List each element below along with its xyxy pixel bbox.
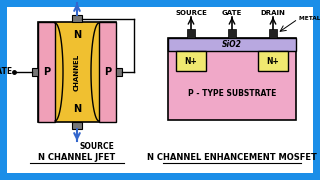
Bar — [32, 68, 38, 76]
Bar — [116, 68, 122, 76]
Text: SiO2: SiO2 — [222, 40, 242, 49]
Text: P: P — [104, 67, 111, 77]
Text: N CHANNEL JFET: N CHANNEL JFET — [38, 154, 116, 163]
Text: SOURCE: SOURCE — [175, 10, 207, 16]
Text: N CHANNEL ENHANCEMENT MOSFET: N CHANNEL ENHANCEMENT MOSFET — [147, 154, 317, 163]
Bar — [72, 15, 82, 22]
Bar — [168, 38, 296, 120]
Text: N+: N+ — [267, 57, 279, 66]
Text: METAL CONTACT: METAL CONTACT — [299, 17, 320, 21]
Bar — [99, 22, 116, 122]
Text: GATE: GATE — [222, 10, 242, 16]
Bar — [168, 38, 296, 51]
Text: P: P — [43, 67, 50, 77]
Bar — [258, 51, 288, 71]
Bar — [38, 22, 55, 122]
Bar — [228, 29, 236, 38]
Text: CHANNEL: CHANNEL — [74, 53, 80, 91]
Text: N: N — [73, 30, 81, 40]
Bar — [187, 29, 195, 38]
Text: DRAIN: DRAIN — [79, 0, 107, 2]
Text: SOURCE: SOURCE — [79, 142, 114, 151]
Text: N: N — [73, 104, 81, 114]
Text: DRAIN: DRAIN — [260, 10, 285, 16]
Text: N+: N+ — [185, 57, 197, 66]
Bar — [38, 22, 116, 122]
Bar — [269, 29, 277, 38]
Bar — [176, 51, 206, 71]
Bar — [72, 122, 82, 129]
Text: P - TYPE SUBSTRATE: P - TYPE SUBSTRATE — [188, 89, 276, 98]
Text: GATE: GATE — [0, 66, 13, 75]
